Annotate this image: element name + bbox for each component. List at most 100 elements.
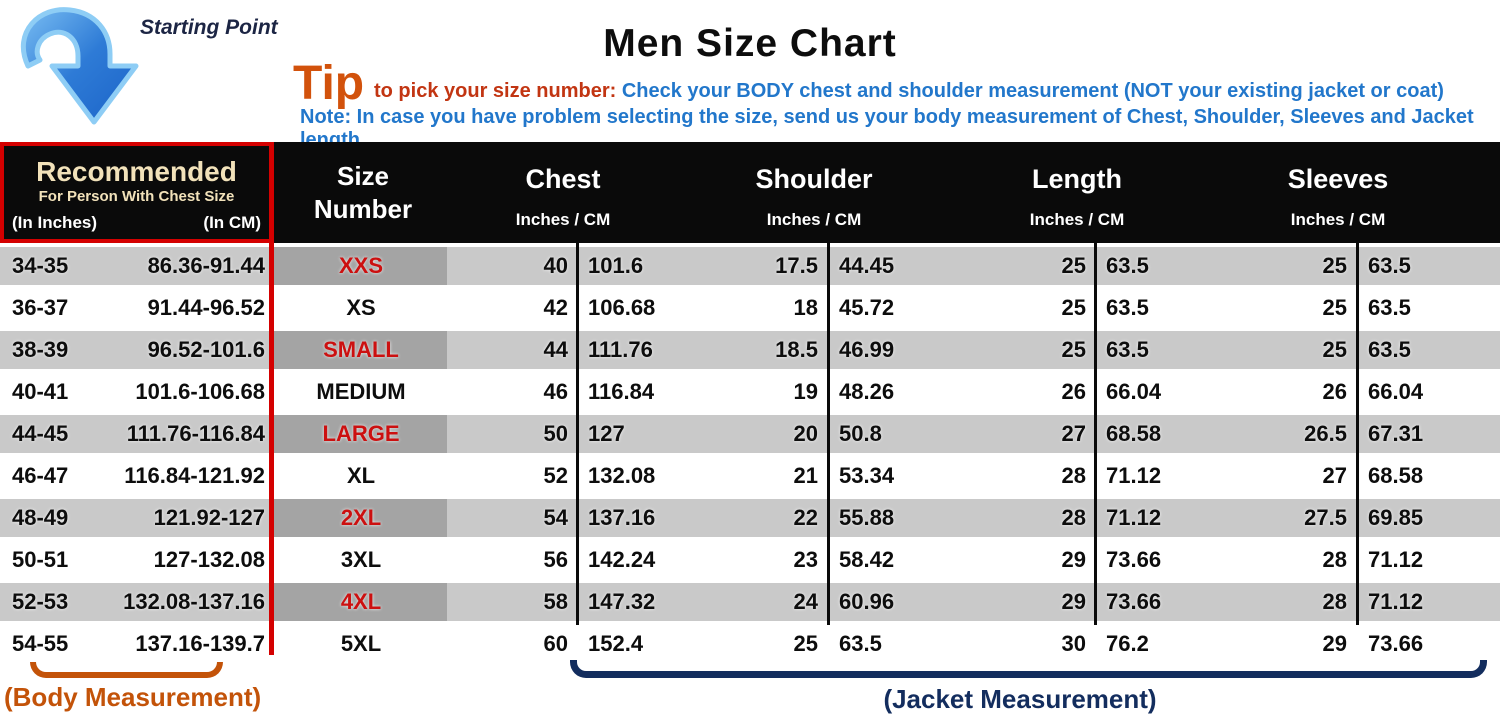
cell-sleeves-inches: 28	[1322, 589, 1347, 614]
chest-divider-line	[576, 240, 579, 625]
column-group-label: Chest	[525, 164, 601, 194]
tip-lead-text: to pick your size number:	[374, 80, 617, 102]
table-row: 36-37 91.44-96.52 XS 42 106.68 18 45.72 25 63.5 2…	[0, 289, 1500, 327]
size-highlight-band	[274, 331, 447, 369]
cell-sleeves-cm: 67.31	[1368, 421, 1424, 446]
cell-sleeves-cm: 63.5	[1368, 337, 1411, 362]
tip-body-text: Check your BODY chest and shoulder measu…	[621, 80, 1444, 102]
column-group-label: Length	[1032, 164, 1122, 194]
body-measurement-brace	[30, 662, 223, 678]
cell-sleeves-inches: 25	[1322, 253, 1347, 278]
cell-sleeves-inches: 29	[1322, 631, 1347, 656]
cell-shoulder-cm: 55.88	[839, 505, 895, 530]
cell-length-cm: 76.2	[1106, 631, 1149, 656]
cell-length-cm: 63.5	[1106, 253, 1149, 278]
cell-sleeves-cm: 73.66	[1368, 631, 1424, 656]
column-group-sleeves: Sleeves Inches / CM	[1238, 142, 1438, 243]
cell-recommended-cm: 111.76-116.84	[126, 421, 265, 446]
starting-point-label: Starting Point	[140, 16, 278, 39]
size-number-column-header: Size Number	[313, 161, 413, 224]
cell-length-cm: 73.66	[1106, 589, 1162, 614]
cell-size-number: 4XL	[340, 589, 382, 614]
column-group-length: Length Inches / CM	[977, 142, 1177, 243]
cell-chest-cm: 152.4	[588, 631, 644, 656]
cell-size-number: 5XL	[340, 631, 382, 656]
cell-recommended-cm: 127-132.08	[153, 547, 265, 572]
cell-sleeves-inches: 25	[1322, 295, 1347, 320]
column-group-units: Inches / CM	[515, 210, 611, 229]
sleeves-divider-line	[1356, 240, 1359, 625]
recommended-title: Recommended	[36, 156, 237, 187]
cell-recommended-cm: 137.16-139.7	[135, 631, 265, 656]
recommended-unit-cm: (In CM)	[203, 213, 261, 232]
table-row: 46-47 116.84-121.92 XL 52 132.08 21 53.34 28 71.…	[0, 457, 1500, 495]
cell-sleeves-inches: 26.5	[1304, 421, 1347, 446]
cell-shoulder-inches: 20	[793, 421, 818, 446]
cell-shoulder-cm: 45.72	[839, 295, 895, 320]
cell-chest-cm: 142.24	[588, 547, 656, 572]
cell-length-inches: 27	[1061, 421, 1086, 446]
cell-size-number: SMALL	[323, 337, 399, 362]
cell-size-number: MEDIUM	[316, 379, 406, 404]
starting-point-arrow-icon	[10, 2, 150, 132]
cell-size-number: 3XL	[340, 547, 382, 572]
size-highlight-band	[274, 583, 447, 621]
cell-recommended-cm: 132.08-137.16	[123, 589, 265, 614]
table-row: 44-45 111.76-116.84 LARGE 50 127 20 50.8 27 68.5…	[0, 415, 1500, 453]
cell-length-cm: 63.5	[1106, 295, 1149, 320]
cell-chest-cm: 132.08	[588, 463, 656, 488]
cell-length-inches: 26	[1061, 379, 1086, 404]
cell-chest-inches: 60	[543, 631, 568, 656]
cell-shoulder-inches: 24	[793, 589, 818, 614]
cell-size-number: XL	[346, 463, 376, 488]
cell-length-inches: 29	[1061, 589, 1086, 614]
cell-chest-cm: 111.76	[588, 337, 653, 362]
cell-shoulder-cm: 48.26	[839, 379, 895, 404]
cell-chest-cm: 101.6	[588, 253, 644, 278]
size-highlight-band	[274, 247, 447, 285]
cell-recommended-cm: 101.6-106.68	[135, 379, 265, 404]
cell-sleeves-cm: 68.58	[1368, 463, 1424, 488]
cell-length-inches: 28	[1061, 505, 1086, 530]
tip-line: to pick your size number: Check your BOD…	[374, 80, 1484, 103]
body-measurement-label: (Body Measurement)	[4, 682, 262, 712]
column-group-shoulder: Shoulder Inches / CM	[714, 142, 914, 243]
cell-shoulder-cm: 60.96	[839, 589, 895, 614]
size-table-rows: 34-35 86.36-91.44 XXS 40 101.6 17.5 44.45 25 63.…	[0, 247, 1500, 667]
cell-sleeves-cm: 71.12	[1368, 547, 1424, 572]
recommended-unit-inches: (In Inches)	[12, 213, 98, 232]
cell-shoulder-cm: 63.5	[839, 631, 882, 656]
cell-recommended-cm: 116.84-121.92	[124, 463, 265, 488]
cell-recommended-inches: 38-39	[12, 337, 69, 362]
cell-shoulder-inches: 25	[793, 631, 818, 656]
cell-recommended-cm: 121.92-127	[153, 505, 265, 530]
column-group-label: Sleeves	[1287, 164, 1389, 194]
cell-shoulder-inches: 22	[793, 505, 818, 530]
cell-sleeves-inches: 28	[1322, 547, 1347, 572]
size-highlight-band	[274, 499, 447, 537]
cell-sleeves-inches: 26	[1322, 379, 1347, 404]
cell-sleeves-cm: 63.5	[1368, 295, 1411, 320]
cell-length-inches: 28	[1061, 463, 1086, 488]
jacket-measurement-label: (Jacket Measurement)	[883, 684, 1157, 714]
table-row: 48-49 121.92-127 2XL 54 137.16 22 55.88 28 71.12…	[0, 499, 1500, 537]
cell-chest-cm: 137.16	[588, 505, 656, 530]
cell-size-number: XXS	[338, 253, 384, 278]
cell-size-number: LARGE	[322, 421, 400, 446]
column-group-label: Shoulder	[755, 164, 873, 194]
cell-recommended-inches: 52-53	[12, 589, 69, 614]
cell-length-inches: 30	[1061, 631, 1086, 656]
cell-sleeves-cm: 71.12	[1368, 589, 1424, 614]
table-row: 40-41 101.6-106.68 MEDIUM 46 116.84 19 48.26 26…	[0, 373, 1500, 411]
cell-sleeves-cm: 69.85	[1368, 505, 1424, 530]
cell-recommended-inches: 36-37	[12, 295, 69, 320]
table-row: 52-53 132.08-137.16 4XL 58 147.32 24 60.96 29 73…	[0, 583, 1500, 621]
cell-recommended-inches: 34-35	[12, 253, 69, 278]
cell-shoulder-cm: 46.99	[839, 337, 895, 362]
cell-length-cm: 71.12	[1106, 463, 1162, 488]
cell-recommended-inches: 50-51	[12, 547, 69, 572]
cell-length-inches: 25	[1061, 337, 1086, 362]
cell-length-inches: 29	[1061, 547, 1086, 572]
cell-size-number: 2XL	[340, 505, 382, 530]
